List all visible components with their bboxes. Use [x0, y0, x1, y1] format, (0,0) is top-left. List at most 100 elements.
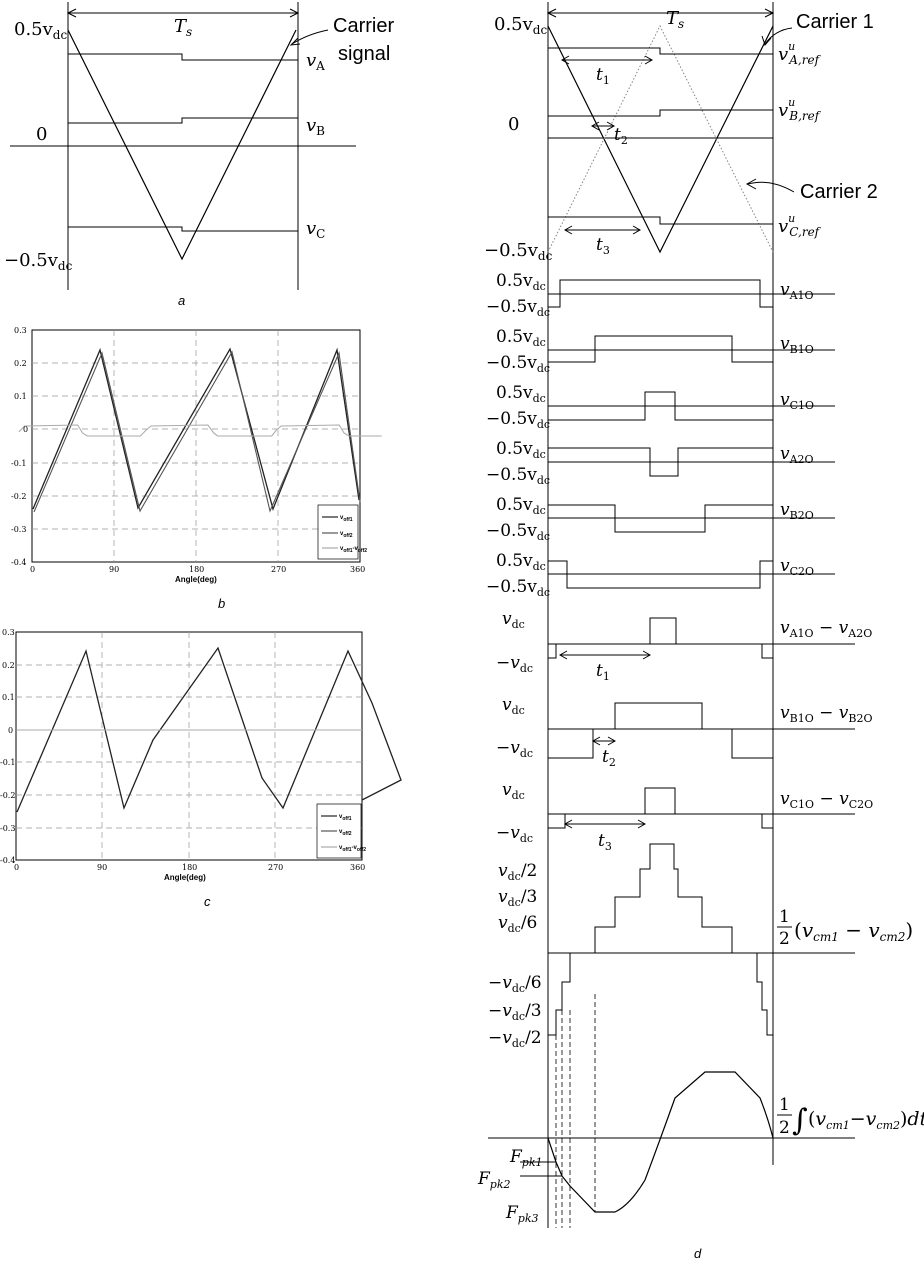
panel-d-vc-ref-label: vu C,ref — [778, 212, 822, 239]
panel-d-va-ref — [548, 47, 773, 55]
panel-d-diff-b-pos: vdc — [502, 695, 525, 717]
panel-c-ytick: 0 — [8, 726, 13, 735]
panel-c-xtick: 360 — [350, 863, 365, 872]
panel-b-xlabel: Angle(deg) — [175, 575, 217, 584]
panel-d-va2o-label: vA2O — [780, 444, 814, 466]
panel-a: Ts 0.5vdc 0 −0.5vdc Carrier signal vA vB… — [4, 2, 394, 308]
panel-d-vc-ref — [548, 216, 773, 225]
panel-c-ytick: -0.1 — [0, 758, 15, 767]
panel-d-diff-c-pos: vdc — [502, 780, 525, 802]
panel-a-va-label: vA — [306, 50, 325, 73]
panel-d-diff-c-wave — [548, 787, 773, 829]
panel-d-t2-label: t2 — [614, 125, 628, 147]
panel-b-legend-entry: voff1-voff2 — [340, 546, 367, 554]
panel-d-diff-c-label: vC1O − vC2O — [780, 789, 873, 811]
panel-d-vb2o-label: vB2O — [780, 500, 814, 522]
panel-d-carrier1-pointer-head — [761, 35, 772, 46]
panel-d-cm-level-n3: −vdc/3 — [488, 1001, 542, 1023]
panel-a-va-reference — [68, 53, 298, 61]
panel-d-vc1o-pos: 0.5vdc — [496, 383, 546, 405]
panel-a-top-level: 0.5vdc — [14, 19, 67, 42]
panel-d-vb2o-pos: 0.5vdc — [496, 495, 546, 517]
panel-d-flux-label: (vcm1−vcm2)dt — [808, 1108, 924, 1132]
panel-a-carrier-signal — [67, 29, 297, 261]
panel-d-va1o-pos: 0.5vdc — [496, 271, 546, 293]
panel-d-vc2o-label: vC2O — [780, 556, 814, 578]
panel-d-fpk1-label: Fpk1 — [509, 1147, 543, 1169]
panel-b-ytick: 0.1 — [14, 392, 27, 401]
panel-d-diff-c-t3-arrowheads — [563, 819, 647, 829]
panel-b-voff1-series — [32, 347, 360, 512]
panel-d-vb2o-wave — [548, 504, 773, 533]
panel-b-legend-entry: voff1 — [340, 515, 353, 523]
panel-c-voff1-series — [16, 646, 402, 813]
panel-c-legend-entry: voff1-voff2 — [339, 845, 366, 853]
panel-d-va2o-neg: −0.5vdc — [486, 465, 550, 487]
panel-c-ytick: 0.3 — [2, 628, 15, 637]
panel-d-cm-level-p2: vdc/2 — [498, 861, 537, 883]
panel-d-vc1o-label: vC1O — [780, 390, 814, 412]
panel-d-cm-label-num: 1 — [779, 907, 790, 927]
panel-b-xtick: 0 — [30, 565, 35, 574]
panel-a-vb-reference — [68, 117, 298, 124]
panel-b-legend-entry: voff2 — [340, 531, 353, 539]
panel-d-vc1o-wave — [548, 391, 773, 421]
panel-b-caption: b — [218, 596, 225, 611]
panel-b-ytick: -0.1 — [11, 459, 26, 468]
panel-a-carrier-label-line1: Carrier — [333, 15, 394, 37]
panel-d-diff-b-t2-label: t2 — [602, 747, 616, 769]
panel-d-vb-ref-label: vu B,ref — [778, 96, 822, 123]
panel-d-cm-level-n6: −vdc/6 — [488, 973, 542, 995]
panel-d-diff-b-label: vB1O − vB2O — [780, 703, 873, 725]
panel-c-xtick: 0 — [14, 863, 19, 872]
panel-a-carrier-pointer-head — [289, 37, 301, 46]
panel-d-cm-level-n2: −vdc/2 — [488, 1028, 542, 1050]
panel-d-flux-label-den: 2 — [779, 1118, 790, 1138]
panel-c-ytick: -0.2 — [0, 791, 15, 800]
panel-a-caption: a — [178, 293, 185, 308]
panel-d-carrier2-pointer — [747, 181, 795, 193]
panel-d-vb-ref — [548, 109, 773, 117]
panel-d-vc2o-neg: −0.5vdc — [486, 577, 550, 599]
panel-c-yticks: 0.3 0.2 0.1 0 -0.1 -0.2 -0.3 -0.4 — [0, 628, 15, 865]
panel-b-ytick: -0.3 — [11, 525, 26, 534]
panel-d-flux-integral-sign: ∫ — [792, 1103, 808, 1138]
panel-d-cm-level-p3: vdc/3 — [498, 887, 537, 909]
panel-d-bottom-level: −0.5vdc — [484, 240, 553, 263]
panel-d-t1-label: t1 — [596, 65, 610, 87]
panel-d-vc1o-neg: −0.5vdc — [486, 409, 550, 431]
panel-a-carrier-label-line2: signal — [338, 43, 390, 65]
panel-d-diff-c-t3-label: t3 — [598, 831, 612, 853]
panel-c-xlabel: Angle(deg) — [164, 873, 206, 882]
panel-d-vc2o-pos: 0.5vdc — [496, 551, 546, 573]
panel-a-vc-label: vC — [306, 218, 325, 241]
panel-d-carrier1-pointer — [764, 27, 793, 45]
panel-d-t3-arrowheads — [563, 225, 642, 235]
panel-d-cm-level-p6: vdc/6 — [498, 913, 537, 935]
panel-d-ts-label: Ts — [666, 8, 684, 31]
panel-d-diff-a-label: vA1O − vA2O — [780, 618, 872, 640]
panel-d-va2o-wave — [548, 447, 773, 477]
panel-a-vc-reference — [68, 226, 298, 232]
panel-d-diff-b-t2-arrowheads — [591, 736, 617, 746]
panel-b-ytick: 0.2 — [14, 359, 27, 368]
panel-d-carrier1-label: Carrier 1 — [796, 11, 874, 33]
panel-d-cm-wave — [548, 843, 773, 1036]
panel-b-xtick: 270 — [271, 565, 286, 574]
panel-d-diff-b-wave — [548, 702, 773, 759]
panel-c-legend-entry: voff1 — [339, 814, 352, 822]
panel-c-ytick: -0.3 — [0, 824, 15, 833]
panel-d-t2-arrowheads — [590, 121, 616, 131]
panel-d-va2o-pos: 0.5vdc — [496, 439, 546, 461]
panel-d-caption: d — [694, 1246, 702, 1261]
panel-b-grid — [32, 330, 360, 562]
panel-d-diff-b-neg: −vdc — [496, 738, 533, 760]
panel-c: 0.3 0.2 0.1 0 -0.1 -0.2 -0.3 -0.4 0 90 1… — [0, 628, 402, 909]
panel-b-legend — [317, 504, 359, 560]
panel-b-xtick: 180 — [189, 565, 204, 574]
panel-d-carrier-1 — [547, 25, 774, 254]
panel-d-ts-arrowheads — [546, 8, 775, 18]
panel-a-carrier-pointer — [291, 29, 329, 45]
panel-b-xtick: 360 — [350, 565, 365, 574]
